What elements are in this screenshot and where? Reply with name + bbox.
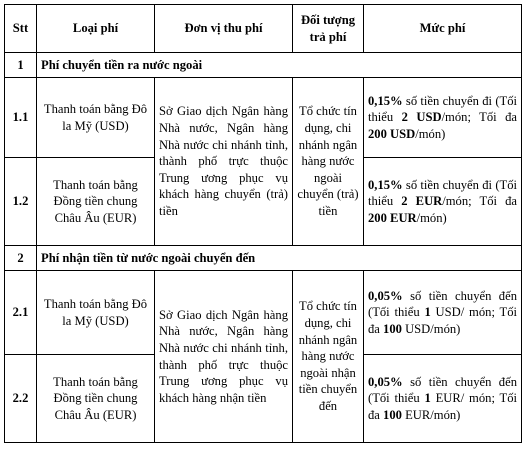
rate-percent: 0,05% xyxy=(368,288,403,303)
fee-rate: 0,15% số tiền chuyển đi (Tối thiểu 2 USD… xyxy=(363,77,522,158)
fee-type: Thanh toán bằng Đồng tiền chung Châu Âu … xyxy=(36,157,155,246)
max-fee: 200 EUR xyxy=(368,210,417,225)
header-loai-phi: Loại phí xyxy=(36,4,155,53)
table-row: 1.2 Thanh toán bằng Đồng tiền chung Châu… xyxy=(4,157,522,246)
rate-end-text: /món) xyxy=(415,126,446,141)
table-row: 2.2 Thanh toán bằng Đồng tiền chung Châu… xyxy=(4,354,522,443)
fee-rate: 0,05% số tiền chuyển đến (Tối thiểu 1 EU… xyxy=(363,354,522,443)
rate-mid-text: /món; Tối đa xyxy=(441,110,517,125)
rate-percent: 0,15% xyxy=(368,93,403,108)
section-number: 1 xyxy=(4,52,37,78)
rate-end-text: /món) xyxy=(416,210,447,225)
rate-mid-text: /món; Tối đa xyxy=(442,194,517,209)
rate-text: số tiền chuyển đến (Tối thiểu xyxy=(368,288,517,320)
rate-mid-text: EUR/ món; Tối đa xyxy=(368,391,517,422)
row-number: 2.1 xyxy=(4,270,37,355)
header-don-vi: Đơn vị thu phí xyxy=(154,4,293,53)
fee-rate: 0,05% số tiền chuyển đến (Tối thiểu 1 US… xyxy=(363,270,522,355)
header-stt: Stt xyxy=(4,4,37,53)
collecting-unit: Sở Giao dịch Ngân hàng Nhà nước, Ngân hà… xyxy=(154,77,293,246)
min-fee: 2 USD xyxy=(401,110,442,125)
collecting-unit: Sở Giao dịch Ngân hàng Nhà nước, Ngân hà… xyxy=(154,270,293,443)
fee-type: Thanh toán bằng Đồng tiền chung Châu Âu … xyxy=(36,354,155,443)
rate-text: số tiền chuyển đi (Tối thiểu xyxy=(368,177,517,209)
fee-table: Stt Loại phí Đơn vị thu phí Đối tượng tr… xyxy=(4,4,522,443)
table-row: 1.1 Thanh toán bằng Đô la Mỹ (USD) Sở Gi… xyxy=(4,77,522,246)
payer: Tổ chức tín dụng, chi nhánh ngân hàng nư… xyxy=(292,77,364,246)
table-row: 2.1 Thanh toán bằng Đô la Mỹ (USD) Sở Gi… xyxy=(4,270,522,443)
rate-text: số tiền chuyển đi (Tối thiểu xyxy=(368,93,517,125)
fee-rate: 0,15% số tiền chuyển đi (Tối thiểu 2 EUR… xyxy=(363,157,522,246)
header-row: Stt Loại phí Đơn vị thu phí Đối tượng tr… xyxy=(4,4,522,53)
min-fee: 2 EUR xyxy=(401,194,443,209)
rate-percent: 0,05% xyxy=(368,374,403,389)
section-title: Phí nhận tiền từ nước ngoài chuyển đến xyxy=(36,245,522,271)
payer: Tổ chức tín dụng, chi nhánh ngân hàng nư… xyxy=(292,270,364,443)
row-number: 1.1 xyxy=(4,77,37,158)
rate-mid-text: USD/ món; Tối đa xyxy=(368,305,517,336)
max-fee: 100 xyxy=(383,321,402,336)
max-fee: 100 xyxy=(383,407,402,422)
rate-percent: 0,15% xyxy=(368,177,403,192)
fee-type: Thanh toán bằng Đô la Mỹ (USD) xyxy=(36,77,155,158)
section-number: 2 xyxy=(4,245,37,271)
rate-text: số tiền chuyển đến (Tối thiểu xyxy=(368,374,517,406)
header-muc-phi: Mức phí xyxy=(363,4,522,53)
section-title: Phí chuyển tiền ra nước ngoài xyxy=(36,52,522,78)
row-number: 1.2 xyxy=(4,157,37,246)
section-row: 2 Phí nhận tiền từ nước ngoài chuyển đến xyxy=(4,245,522,271)
rate-end-text: USD/món) xyxy=(401,321,461,336)
section-row: 1 Phí chuyển tiền ra nước ngoài xyxy=(4,52,522,78)
rate-end-text: EUR/món) xyxy=(401,407,461,422)
fee-type: Thanh toán bằng Đô la Mỹ (USD) xyxy=(36,270,155,355)
min-fee: 1 xyxy=(424,391,431,406)
header-doi-tuong: Đối tượng trả phí xyxy=(292,4,364,53)
row-number: 2.2 xyxy=(4,354,37,443)
min-fee: 1 xyxy=(424,305,431,320)
max-fee: 200 USD xyxy=(368,126,416,141)
